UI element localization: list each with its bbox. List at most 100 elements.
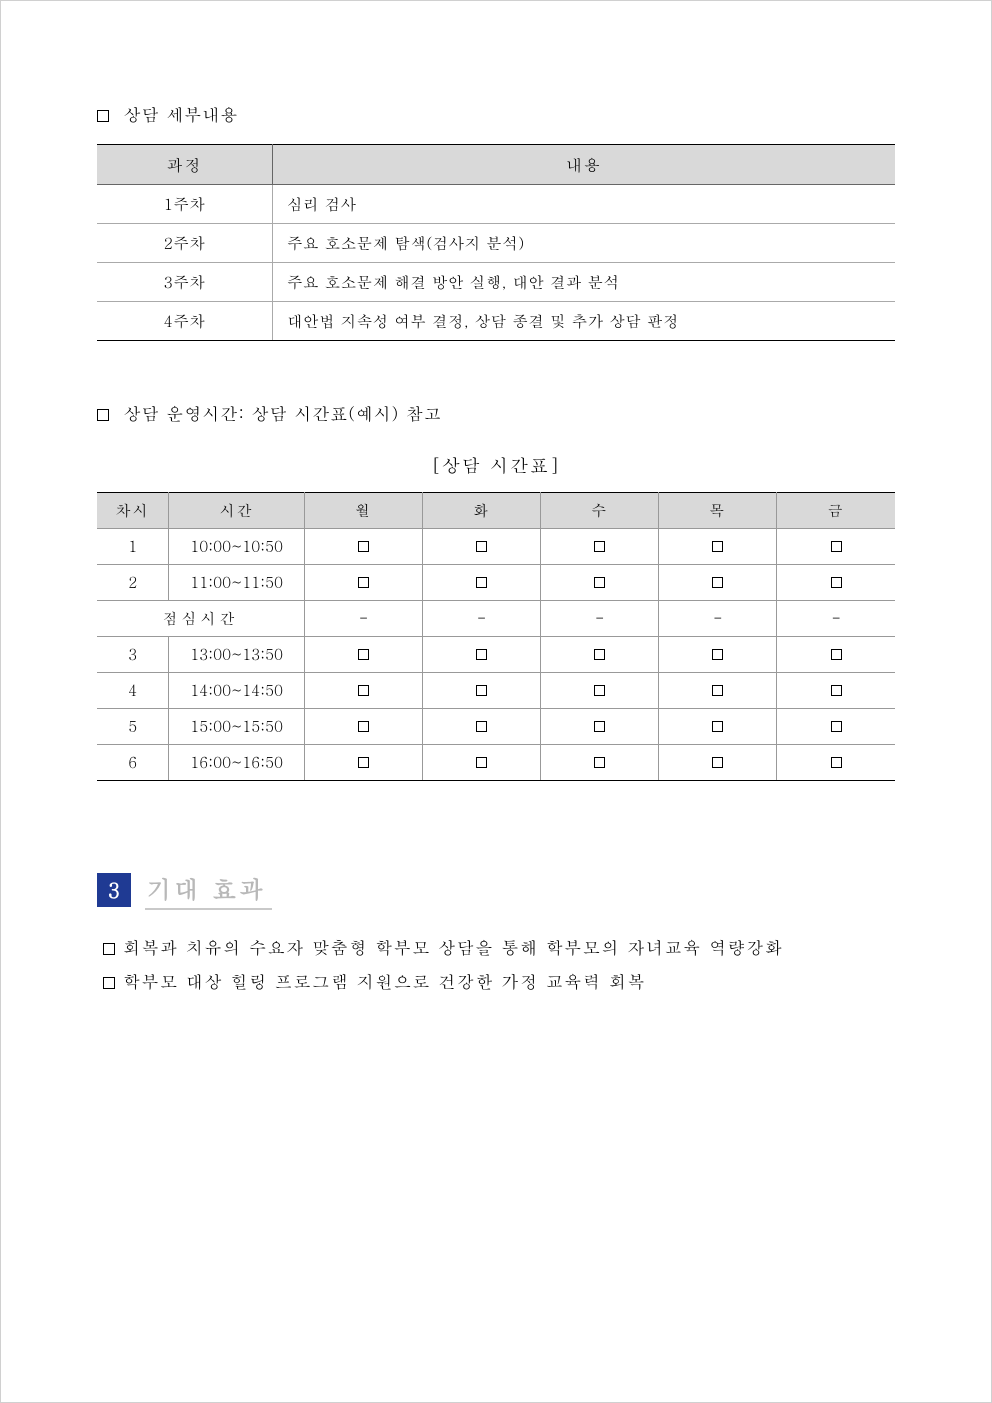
checkbox-icon bbox=[831, 685, 842, 696]
slot-cell bbox=[304, 529, 422, 565]
checkbox-icon bbox=[712, 685, 723, 696]
checkbox-icon bbox=[476, 685, 487, 696]
checkbox-icon bbox=[594, 757, 605, 768]
checkbox-icon bbox=[358, 649, 369, 660]
schedule-table: 차시 시간 월 화 수 목 금 110:00~10:50211:00~11:50… bbox=[97, 492, 895, 781]
checkbox-icon bbox=[476, 757, 487, 768]
checkbox-icon bbox=[594, 541, 605, 552]
cell-time: 15:00~15:50 bbox=[169, 709, 305, 745]
schedule-title: [상담 시간표] bbox=[97, 453, 895, 478]
cell-week: 2주차 bbox=[97, 224, 273, 263]
cell-time: 13:00~13:50 bbox=[169, 637, 305, 673]
slot-cell bbox=[541, 529, 659, 565]
lunch-label-cell: 점심시간 bbox=[97, 601, 304, 637]
effect-bullet-text: 회복과 치유의 수요자 맞춤형 학부모 상담을 통해 학부모의 자녀교육 역량강… bbox=[123, 935, 784, 959]
lunch-dash-cell: - bbox=[659, 601, 777, 637]
expected-effects-list: 회복과 치유의 수요자 맞춤형 학부모 상담을 통해 학부모의 자녀교육 역량강… bbox=[97, 930, 895, 998]
checkbox-icon bbox=[712, 649, 723, 660]
checkbox-icon bbox=[831, 649, 842, 660]
checkbox-icon bbox=[97, 409, 109, 421]
slot-cell bbox=[304, 745, 422, 781]
slot-cell bbox=[423, 673, 541, 709]
slot-cell bbox=[304, 637, 422, 673]
slot-cell bbox=[659, 565, 777, 601]
slot-cell bbox=[304, 673, 422, 709]
col-header-content: 내용 bbox=[273, 145, 895, 185]
checkbox-icon bbox=[97, 110, 109, 122]
slot-cell bbox=[541, 673, 659, 709]
checkbox-icon bbox=[594, 577, 605, 588]
slot-cell bbox=[659, 745, 777, 781]
cell-content: 주요 호소문제 탐색(검사지 분석) bbox=[273, 224, 895, 263]
slot-cell bbox=[659, 673, 777, 709]
lunch-dash-cell: - bbox=[777, 601, 895, 637]
slot-cell bbox=[423, 637, 541, 673]
cell-time: 16:00~16:50 bbox=[169, 745, 305, 781]
table-row: 3주차주요 호소문제 해결 방안 실행, 대안 결과 분석 bbox=[97, 263, 895, 302]
checkbox-icon bbox=[358, 757, 369, 768]
checkbox-icon bbox=[831, 541, 842, 552]
checkbox-icon bbox=[594, 685, 605, 696]
cell-week: 1주차 bbox=[97, 185, 273, 224]
cell-session-num: 6 bbox=[97, 745, 169, 781]
effect-bullet-text: 학부모 대상 힐링 프로그램 지원으로 건강한 가정 교육력 회복 bbox=[123, 969, 646, 993]
schedule-row: 점심시간----- bbox=[97, 601, 895, 637]
checkbox-icon bbox=[476, 541, 487, 552]
table-row: 1주차심리 검사 bbox=[97, 185, 895, 224]
cell-week: 4주차 bbox=[97, 302, 273, 341]
cell-content: 대안법 지속성 여부 결정, 상담 종결 및 추가 상담 판정 bbox=[273, 302, 895, 341]
checkbox-icon bbox=[594, 721, 605, 732]
slot-cell bbox=[659, 637, 777, 673]
col-header-thu: 목 bbox=[659, 493, 777, 529]
checkbox-icon bbox=[712, 577, 723, 588]
slot-cell bbox=[659, 709, 777, 745]
checkbox-icon bbox=[594, 649, 605, 660]
cell-week: 3주차 bbox=[97, 263, 273, 302]
checkbox-icon bbox=[476, 577, 487, 588]
slot-cell bbox=[541, 709, 659, 745]
checkbox-icon bbox=[831, 757, 842, 768]
cell-time: 10:00~10:50 bbox=[169, 529, 305, 565]
schedule-row: 313:00~13:50 bbox=[97, 637, 895, 673]
section-hours-label: 상담 운영시간: 상담 시간표(예시) 참고 bbox=[124, 401, 442, 425]
slot-cell bbox=[541, 565, 659, 601]
checkbox-icon bbox=[358, 541, 369, 552]
slot-cell bbox=[777, 709, 895, 745]
slot-cell bbox=[304, 565, 422, 601]
effect-bullet: 학부모 대상 힐링 프로그램 지원으로 건강한 가정 교육력 회복 bbox=[103, 964, 895, 998]
cell-time: 14:00~14:50 bbox=[169, 673, 305, 709]
schedule-row: 110:00~10:50 bbox=[97, 529, 895, 565]
cell-session-num: 4 bbox=[97, 673, 169, 709]
col-header-fri: 금 bbox=[777, 493, 895, 529]
slot-cell bbox=[541, 637, 659, 673]
schedule-row: 211:00~11:50 bbox=[97, 565, 895, 601]
counsel-details-table: 과정 내용 1주차심리 검사2주차주요 호소문제 탐색(검사지 분석)3주차주요… bbox=[97, 144, 895, 341]
slot-cell bbox=[777, 565, 895, 601]
slot-cell bbox=[777, 637, 895, 673]
cell-session-num: 3 bbox=[97, 637, 169, 673]
cell-content: 심리 검사 bbox=[273, 185, 895, 224]
section-3-title: 기대 효과 bbox=[145, 871, 272, 910]
checkbox-icon bbox=[476, 721, 487, 732]
slot-cell bbox=[777, 529, 895, 565]
slot-cell bbox=[777, 745, 895, 781]
lunch-dash-cell: - bbox=[423, 601, 541, 637]
checkbox-icon bbox=[831, 721, 842, 732]
checkbox-icon bbox=[712, 541, 723, 552]
schedule-row: 515:00~15:50 bbox=[97, 709, 895, 745]
slot-cell bbox=[304, 709, 422, 745]
table-row: 4주차대안법 지속성 여부 결정, 상담 종결 및 추가 상담 판정 bbox=[97, 302, 895, 341]
checkbox-icon bbox=[358, 685, 369, 696]
slot-cell bbox=[777, 673, 895, 709]
effect-bullet: 회복과 치유의 수요자 맞춤형 학부모 상담을 통해 학부모의 자녀교육 역량강… bbox=[103, 930, 895, 964]
schedule-header-row: 차시 시간 월 화 수 목 금 bbox=[97, 493, 895, 529]
col-header-session: 차시 bbox=[97, 493, 169, 529]
section-3-heading: 3 기대 효과 bbox=[97, 871, 895, 910]
table-header-row: 과정 내용 bbox=[97, 145, 895, 185]
checkbox-icon bbox=[103, 977, 115, 989]
checkbox-icon bbox=[358, 577, 369, 588]
cell-session-num: 5 bbox=[97, 709, 169, 745]
slot-cell bbox=[423, 565, 541, 601]
col-header-process: 과정 bbox=[97, 145, 273, 185]
slot-cell bbox=[659, 529, 777, 565]
